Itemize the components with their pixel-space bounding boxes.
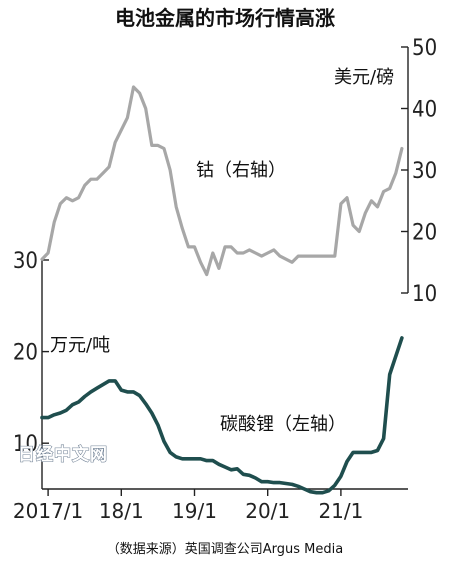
series-labels: 钴（右轴） 碳酸锂（左轴） [196, 160, 346, 435]
x-tick-label: 19/1 [172, 499, 217, 523]
left-tick-label: 10 [13, 432, 38, 457]
x-tick-label: 2017/1 [13, 499, 83, 523]
lithium-carbonate-series-line [40, 336, 404, 495]
right-tick-label: 20 [412, 221, 437, 246]
source-note: （数据来源）英国调查公司Argus Media [106, 542, 344, 557]
right-tick-label: 10 [412, 282, 437, 307]
x-tick-label: 20/1 [245, 499, 290, 523]
chart-title: 电池金属的市场行情高涨 [115, 6, 335, 30]
x-tick-label: 21/1 [318, 499, 363, 523]
left-axis-unit: 万元/吨 [50, 335, 110, 356]
left-tick-label: 20 [13, 341, 38, 366]
axes: 10 20 30 10 20 30 40 50 2017/1 18/1 19/1 20/1 21/1 万元… [13, 36, 437, 523]
right-tick-label: 30 [412, 159, 437, 184]
cobalt-series-label: 钴（右轴） [196, 160, 286, 181]
right-tick-label: 50 [412, 36, 437, 61]
right-axis-unit: 美元/磅 [334, 67, 394, 88]
lithium-carbonate-series-label: 碳酸锂（左轴） [220, 414, 346, 435]
cobalt-series-line [40, 85, 404, 277]
x-tick-label: 18/1 [99, 499, 144, 523]
left-tick-label: 30 [13, 249, 38, 274]
watermark-text: 日经中文网 [18, 444, 108, 465]
right-tick-label: 40 [412, 98, 437, 123]
series-lines [40, 85, 404, 495]
